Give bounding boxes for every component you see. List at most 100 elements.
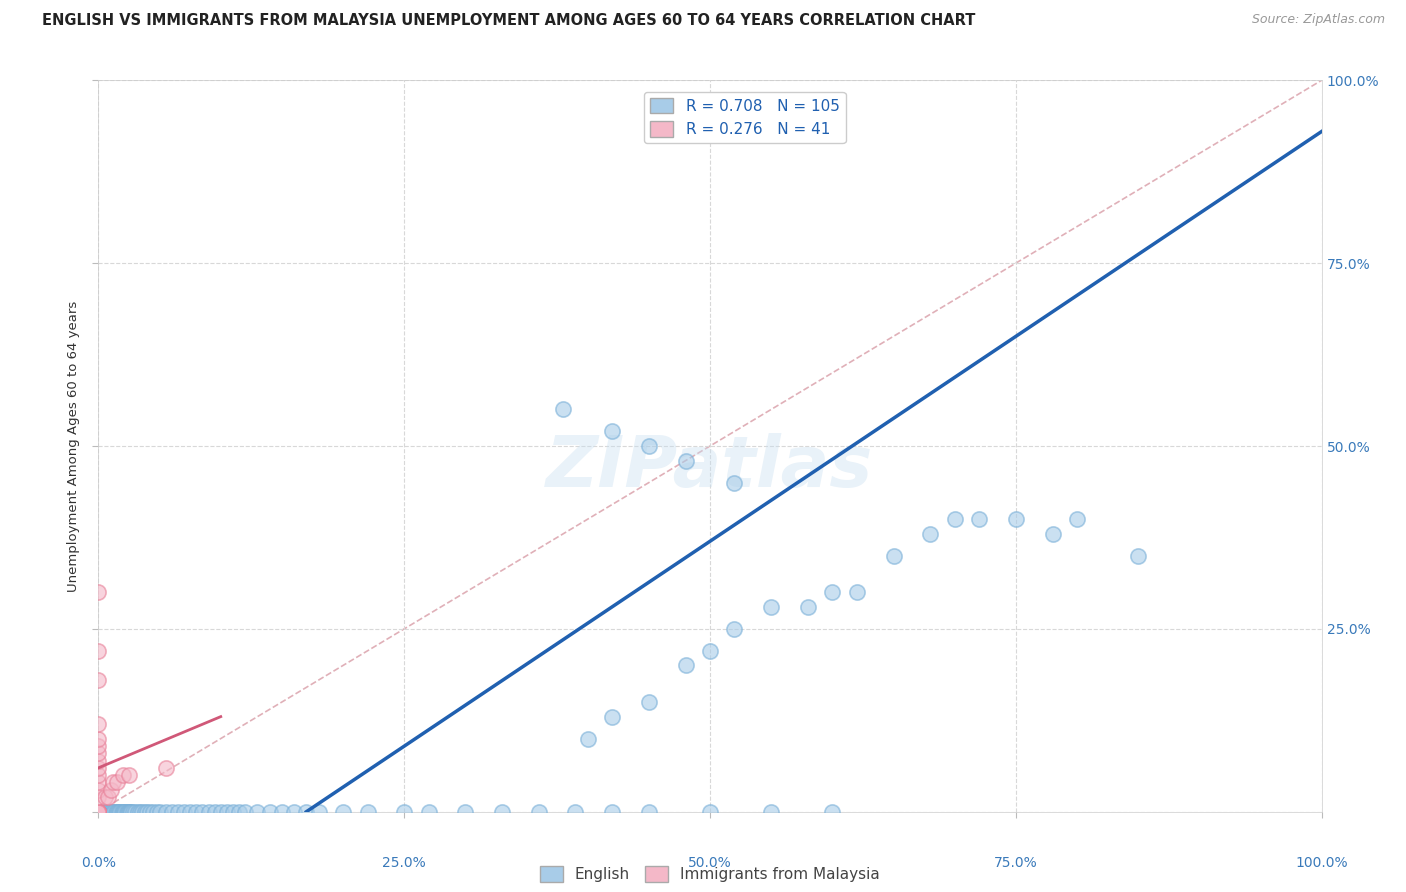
Text: 25.0%: 25.0% — [382, 855, 426, 870]
Y-axis label: Unemployment Among Ages 60 to 64 years: Unemployment Among Ages 60 to 64 years — [66, 301, 80, 591]
Point — [1042, 526, 1064, 541]
Point — [259, 805, 281, 819]
Point — [87, 805, 110, 819]
Point — [131, 805, 153, 819]
Point — [222, 805, 245, 819]
Point — [87, 805, 110, 819]
Point — [553, 402, 575, 417]
Point — [87, 782, 110, 797]
Point — [87, 805, 110, 819]
Point — [120, 805, 142, 819]
Point — [943, 512, 966, 526]
Text: Source: ZipAtlas.com: Source: ZipAtlas.com — [1251, 13, 1385, 27]
Point — [215, 805, 238, 819]
Legend: English, Immigrants from Malaysia: English, Immigrants from Malaysia — [534, 860, 886, 888]
Point — [87, 805, 110, 819]
Point — [87, 805, 110, 819]
Point — [332, 805, 354, 819]
Point — [797, 599, 820, 614]
Point — [392, 805, 416, 819]
Point — [107, 805, 129, 819]
Point — [845, 585, 868, 599]
Point — [111, 805, 134, 819]
Point — [723, 622, 745, 636]
Point — [87, 805, 110, 819]
Point — [233, 805, 256, 819]
Point — [527, 805, 550, 819]
Point — [295, 805, 318, 819]
Point — [120, 805, 142, 819]
Point — [228, 805, 250, 819]
Point — [101, 805, 124, 819]
Point — [87, 805, 110, 819]
Point — [139, 805, 162, 819]
Point — [87, 805, 110, 819]
Point — [87, 805, 110, 819]
Point — [114, 805, 136, 819]
Point — [209, 805, 232, 819]
Point — [204, 805, 226, 819]
Point — [600, 709, 623, 723]
Point — [87, 775, 110, 789]
Point — [761, 599, 783, 614]
Point — [87, 805, 110, 819]
Point — [87, 805, 110, 819]
Point — [87, 717, 110, 731]
Point — [101, 775, 124, 789]
Point — [283, 805, 305, 819]
Point — [149, 805, 172, 819]
Point — [93, 790, 115, 805]
Point — [723, 475, 745, 490]
Point — [96, 805, 118, 819]
Point — [93, 805, 115, 819]
Point — [87, 739, 110, 753]
Point — [117, 805, 139, 819]
Point — [638, 439, 661, 453]
Point — [920, 526, 942, 541]
Point — [155, 761, 177, 775]
Point — [87, 754, 110, 768]
Point — [87, 790, 110, 805]
Point — [87, 585, 110, 599]
Point — [87, 805, 110, 819]
Point — [491, 805, 513, 819]
Point — [1128, 549, 1150, 563]
Point — [155, 805, 177, 819]
Point — [87, 805, 110, 819]
Point — [87, 805, 110, 819]
Point — [564, 805, 586, 819]
Point — [129, 805, 152, 819]
Point — [87, 805, 110, 819]
Point — [134, 805, 156, 819]
Point — [356, 805, 378, 819]
Point — [638, 805, 661, 819]
Point — [103, 805, 125, 819]
Text: 100.0%: 100.0% — [1295, 855, 1348, 870]
Point — [1004, 512, 1026, 526]
Point — [146, 805, 169, 819]
Point — [186, 805, 208, 819]
Point — [638, 695, 661, 709]
Point — [454, 805, 477, 819]
Text: ENGLISH VS IMMIGRANTS FROM MALAYSIA UNEMPLOYMENT AMONG AGES 60 TO 64 YEARS CORRE: ENGLISH VS IMMIGRANTS FROM MALAYSIA UNEM… — [42, 13, 976, 29]
Point — [87, 805, 110, 819]
Point — [87, 805, 110, 819]
Point — [87, 805, 110, 819]
Point — [87, 805, 110, 819]
Point — [112, 805, 135, 819]
Point — [270, 805, 294, 819]
Point — [87, 673, 110, 687]
Text: 75.0%: 75.0% — [994, 855, 1038, 870]
Point — [699, 644, 721, 658]
Point — [675, 453, 697, 467]
Point — [87, 805, 110, 819]
Text: ZIPatlas: ZIPatlas — [547, 434, 873, 502]
Point — [883, 549, 905, 563]
Point — [93, 805, 115, 819]
Point — [87, 805, 110, 819]
Point — [105, 775, 128, 789]
Point — [87, 805, 110, 819]
Point — [1066, 512, 1088, 526]
Point — [197, 805, 219, 819]
Point — [179, 805, 201, 819]
